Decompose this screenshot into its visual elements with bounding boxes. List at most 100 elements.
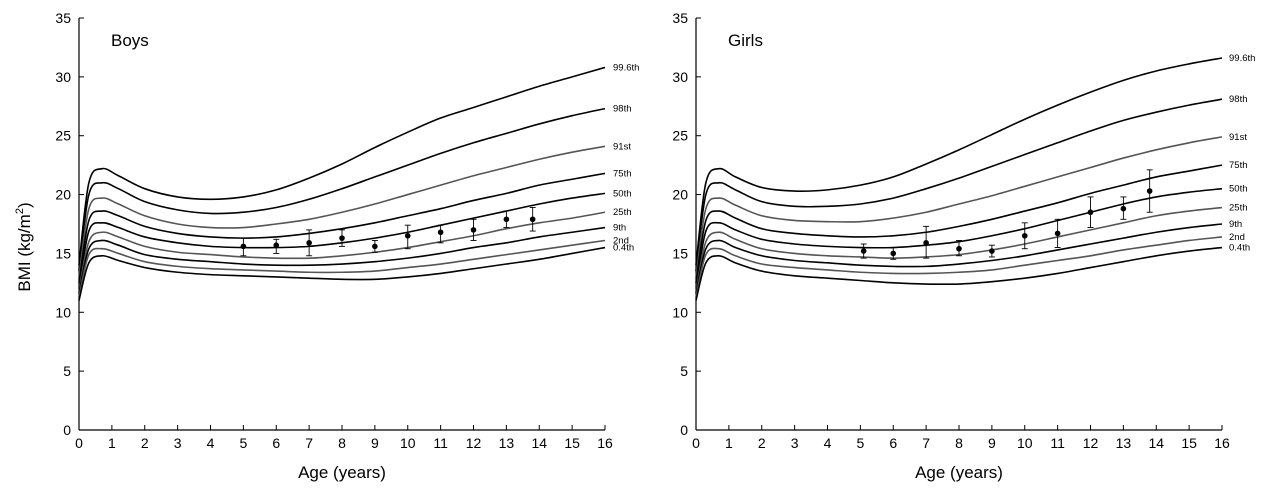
percentile-curve [695,223,1223,294]
data-point [1120,205,1127,212]
data-point [404,232,411,239]
percentile-curve [695,98,1223,272]
percentile-label: 0.4th [613,243,634,254]
x-axis-label: Age (years) [298,463,386,482]
x-tick-label: 6 [889,435,897,451]
y-tick-label: 30 [672,69,688,85]
x-tick-label: 15 [1181,435,1197,451]
percentile-label: 2nd [613,235,629,246]
y-tick-label: 20 [55,187,71,203]
percentile-label: 98th [1229,94,1248,105]
y-tick-label: 10 [672,304,688,320]
percentile-curve [78,145,606,278]
data-point [989,248,995,254]
y-tick-label: 30 [55,69,71,85]
percentile-label: 50th [1229,184,1248,195]
y-tick-label: 35 [672,10,688,26]
percentile-curve [78,211,606,292]
percentile-curve [78,172,606,283]
y-tick-label: 10 [55,304,71,320]
data-point [339,235,345,241]
panel-title: Girls [728,31,763,50]
data-point [1087,209,1094,216]
y-tick-label: 0 [63,422,71,438]
y-tick-label: 25 [672,128,688,144]
y-axis-label: BMI (kg/m2) [14,202,34,291]
percentile-curve [78,246,606,301]
x-tick-label: 6 [272,435,280,451]
x-tick-label: 12 [1083,435,1099,451]
percentile-label: 99.6th [613,62,639,73]
x-tick-label: 8 [338,435,346,451]
x-tick-label: 4 [207,435,215,451]
data-point [923,240,929,246]
y-tick-label: 15 [55,245,71,261]
x-tick-label: 14 [531,435,547,451]
data-point [273,242,280,248]
percentile-curve [695,236,1223,298]
x-tick-label: 16 [597,435,613,451]
percentile-label: 99.6th [1229,53,1255,64]
x-tick-label: 3 [791,435,799,451]
x-tick-label: 10 [1017,435,1033,451]
data-point [240,243,247,250]
x-tick-label: 14 [1148,435,1164,451]
percentile-label: 50th [613,188,632,199]
data-point [529,216,536,223]
percentile-curve [695,136,1223,278]
x-tick-label: 3 [174,435,182,451]
percentile-curve [78,226,606,294]
x-tick-label: 2 [758,435,766,451]
y-tick-label: 20 [672,187,688,203]
y-tick-label: 0 [680,422,688,438]
x-tick-label: 7 [305,435,313,451]
percentile-label: 91st [613,141,631,152]
percentile-label: 75th [613,168,632,179]
x-tick-label: 1 [725,435,733,451]
data-point [437,229,444,236]
x-tick-label: 0 [75,435,83,451]
x-tick-label: 4 [824,435,832,451]
x-tick-label: 7 [922,435,930,451]
x-tick-label: 5 [239,435,247,451]
x-tick-label: 9 [988,435,996,451]
percentile-curve [695,57,1223,266]
percentile-label: 0.4th [1229,243,1250,254]
x-axis-label: Age (years) [915,463,1003,482]
y-tick-label: 35 [55,10,71,26]
y-tick-label: 25 [55,128,71,144]
data-point [860,248,867,254]
percentile-label: 91st [1229,132,1247,143]
y-tick-label: 5 [680,363,688,379]
data-point [890,250,897,257]
x-tick-label: 11 [1050,435,1065,451]
percentile-label: 2nd [1229,232,1245,243]
data-point [1021,232,1028,239]
data-point [1054,230,1061,237]
x-tick-label: 13 [1116,435,1132,451]
chart-panel-boys: 0 1 2 3 4 5 6 7 8 9 10 11 12 13 14 15 1605101520253035Ag… [55,10,639,482]
percentile-curve [695,246,1223,301]
x-tick-label: 12 [466,435,482,451]
data-point [1146,188,1153,194]
x-tick-label: 10 [400,435,416,451]
x-tick-label: 13 [499,435,515,451]
data-point [956,245,962,252]
chart-panel-girls: 0 1 2 3 4 5 6 7 8 9 10 11 12 13 14 15 1605101520253035Ag… [672,10,1255,482]
x-tick-label: 16 [1214,435,1230,451]
data-point [503,216,510,223]
percentile-label: 75th [1229,160,1248,171]
percentile-curve [78,107,606,272]
percentile-curve [78,239,606,298]
x-tick-label: 15 [564,435,580,451]
percentile-curve [78,66,606,266]
x-tick-label: 11 [433,435,448,451]
panel-title: Boys [111,31,149,50]
y-tick-label: 5 [63,363,71,379]
x-tick-label: 5 [856,435,864,451]
percentile-label: 25th [613,207,632,218]
percentile-label: 9th [1229,219,1242,230]
percentile-label: 98th [613,104,632,115]
x-tick-label: 8 [955,435,963,451]
